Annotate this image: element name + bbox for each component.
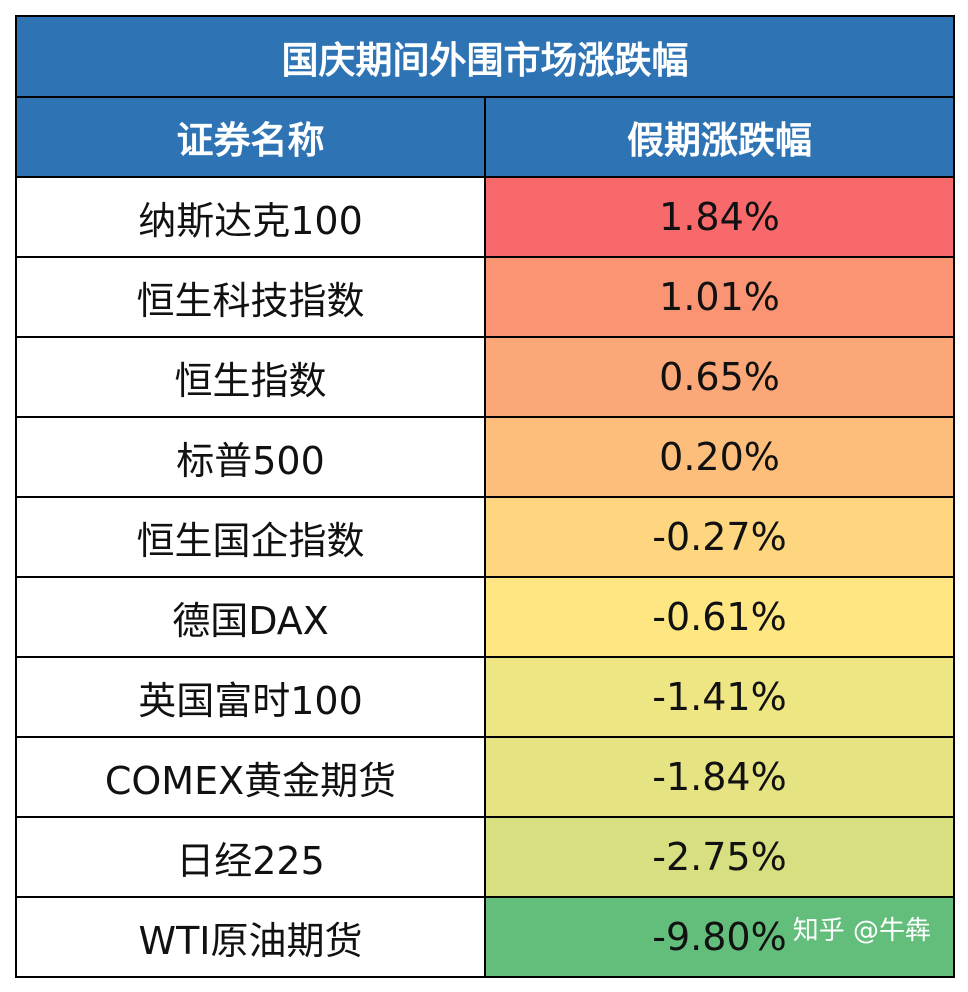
security-name-cell: WTI原油期货 [15,896,486,978]
change-value-cell: -2.75% [484,816,955,898]
table-row: COMEX黄金期货 -1.84% [15,736,955,818]
table-body: 纳斯达克100 1.84% 恒生科技指数 1.01% 恒生指数 0.65% 标普500 0.2… [15,176,955,978]
table-row: WTI原油期货 -9.80% [15,896,955,978]
table-row: 英国富时100 -1.41% [15,656,955,738]
security-name-cell: 日经225 [15,816,486,898]
table-row: 恒生科技指数 1.01% [15,256,955,338]
change-value-cell: -0.61% [484,576,955,658]
column-header-change: 假期涨跌幅 [484,96,955,178]
security-name-cell: 英国富时100 [15,656,486,738]
table-row: 德国DAX -0.61% [15,576,955,658]
table-row: 恒生指数 0.65% [15,336,955,418]
change-value-cell: 1.01% [484,256,955,338]
change-value-cell: 0.20% [484,416,955,498]
table-row: 标普500 0.20% [15,416,955,498]
security-name-cell: 纳斯达克100 [15,176,486,258]
table-row: 纳斯达克100 1.84% [15,176,955,258]
market-change-table-wrapper: 国庆期间外围市场涨跌幅 证券名称 假期涨跌幅 纳斯达克100 1.84% 恒生科技指… [15,15,955,978]
column-header-name: 证券名称 [15,96,486,178]
title-row: 国庆期间外围市场涨跌幅 [15,15,955,98]
security-name-cell: 标普500 [15,416,486,498]
security-name-cell: 恒生科技指数 [15,256,486,338]
table-row: 日经225 -2.75% [15,816,955,898]
change-value-cell: -9.80% [484,896,955,978]
security-name-cell: COMEX黄金期货 [15,736,486,818]
change-value-cell: 1.84% [484,176,955,258]
security-name-cell: 恒生国企指数 [15,496,486,578]
change-value-cell: -1.84% [484,736,955,818]
change-value-cell: -1.41% [484,656,955,738]
table-title: 国庆期间外围市场涨跌幅 [15,15,955,98]
table-row: 恒生国企指数 -0.27% [15,496,955,578]
security-name-cell: 德国DAX [15,576,486,658]
change-value-cell: -0.27% [484,496,955,578]
security-name-cell: 恒生指数 [15,336,486,418]
header-row: 证券名称 假期涨跌幅 [15,96,955,178]
change-value-cell: 0.65% [484,336,955,418]
market-change-table: 国庆期间外围市场涨跌幅 证券名称 假期涨跌幅 纳斯达克100 1.84% 恒生科技指… [15,15,955,978]
